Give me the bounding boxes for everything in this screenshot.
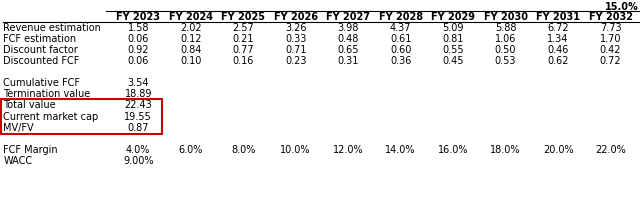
Text: 0.53: 0.53	[495, 56, 516, 66]
Text: 2.57: 2.57	[232, 23, 254, 33]
Text: FY 2025: FY 2025	[221, 12, 265, 22]
Text: FY 2024: FY 2024	[169, 12, 212, 22]
Text: Cumulative FCF: Cumulative FCF	[3, 78, 80, 88]
Text: 0.48: 0.48	[337, 34, 359, 44]
Text: 1.06: 1.06	[495, 34, 516, 44]
Text: 14.0%: 14.0%	[385, 145, 416, 155]
Text: 10.0%: 10.0%	[280, 145, 311, 155]
Text: WACC: WACC	[3, 156, 33, 166]
Text: 18.89: 18.89	[125, 89, 152, 99]
Text: 9.00%: 9.00%	[123, 156, 154, 166]
Text: 7.73: 7.73	[600, 23, 621, 33]
Text: 0.31: 0.31	[337, 56, 359, 66]
Text: 2.02: 2.02	[180, 23, 202, 33]
Text: 6.0%: 6.0%	[179, 145, 203, 155]
Text: 20.0%: 20.0%	[543, 145, 573, 155]
Text: 0.10: 0.10	[180, 56, 202, 66]
Text: FY 2031: FY 2031	[536, 12, 580, 22]
Text: 0.77: 0.77	[232, 45, 254, 55]
Text: 0.06: 0.06	[127, 34, 149, 44]
Text: FY 2030: FY 2030	[484, 12, 527, 22]
Text: 0.92: 0.92	[127, 45, 149, 55]
Text: 0.16: 0.16	[232, 56, 254, 66]
Text: 1.34: 1.34	[547, 34, 569, 44]
Text: 5.88: 5.88	[495, 23, 516, 33]
Text: 19.55: 19.55	[124, 112, 152, 122]
Text: 3.98: 3.98	[337, 23, 359, 33]
Text: 3.54: 3.54	[127, 78, 149, 88]
Text: 0.46: 0.46	[547, 45, 569, 55]
Text: Discount factor: Discount factor	[3, 45, 78, 55]
Text: 4.37: 4.37	[390, 23, 412, 33]
Text: 6.72: 6.72	[547, 23, 569, 33]
Text: 12.0%: 12.0%	[333, 145, 364, 155]
Text: Current market cap: Current market cap	[3, 112, 99, 122]
Text: 0.42: 0.42	[600, 45, 621, 55]
Bar	[1, 99, 162, 134]
Text: 0.33: 0.33	[285, 34, 307, 44]
Text: FCF estimation: FCF estimation	[3, 34, 76, 44]
Text: 0.06: 0.06	[127, 56, 149, 66]
Text: Discounted FCF: Discounted FCF	[3, 56, 79, 66]
Text: Total value: Total value	[3, 100, 56, 111]
Text: 0.60: 0.60	[390, 45, 412, 55]
Text: 0.21: 0.21	[232, 34, 254, 44]
Text: 0.71: 0.71	[285, 45, 307, 55]
Text: 0.84: 0.84	[180, 45, 202, 55]
Text: 0.36: 0.36	[390, 56, 412, 66]
Text: Termination value: Termination value	[3, 89, 90, 99]
Text: 0.45: 0.45	[442, 56, 464, 66]
Text: Revenue estimation: Revenue estimation	[3, 23, 101, 33]
Text: 0.72: 0.72	[600, 56, 621, 66]
Text: 0.81: 0.81	[442, 34, 464, 44]
Text: FY 2028: FY 2028	[379, 12, 422, 22]
Text: 22.0%: 22.0%	[595, 145, 626, 155]
Text: 8.0%: 8.0%	[231, 145, 255, 155]
Text: FY 2032: FY 2032	[589, 12, 632, 22]
Text: 5.09: 5.09	[442, 23, 464, 33]
Text: FY 2027: FY 2027	[326, 12, 370, 22]
Text: 22.43: 22.43	[124, 100, 152, 111]
Text: MV/FV: MV/FV	[3, 123, 34, 133]
Text: 0.55: 0.55	[442, 45, 464, 55]
Text: 0.50: 0.50	[495, 45, 516, 55]
Text: 3.26: 3.26	[285, 23, 307, 33]
Text: FY 2029: FY 2029	[431, 12, 475, 22]
Text: 0.12: 0.12	[180, 34, 202, 44]
Text: 0.62: 0.62	[547, 56, 569, 66]
Text: 0.87: 0.87	[127, 123, 149, 133]
Text: FY 2023: FY 2023	[116, 12, 160, 22]
Text: FCF Margin: FCF Margin	[3, 145, 58, 155]
Text: 1.58: 1.58	[127, 23, 149, 33]
Text: 4.0%: 4.0%	[126, 145, 150, 155]
Text: 15.0%: 15.0%	[605, 2, 639, 12]
Text: 0.61: 0.61	[390, 34, 412, 44]
Text: 18.0%: 18.0%	[490, 145, 521, 155]
Text: 0.23: 0.23	[285, 56, 307, 66]
Text: 1.70: 1.70	[600, 34, 621, 44]
Text: FY 2026: FY 2026	[274, 12, 317, 22]
Text: 16.0%: 16.0%	[438, 145, 468, 155]
Text: 0.65: 0.65	[337, 45, 359, 55]
